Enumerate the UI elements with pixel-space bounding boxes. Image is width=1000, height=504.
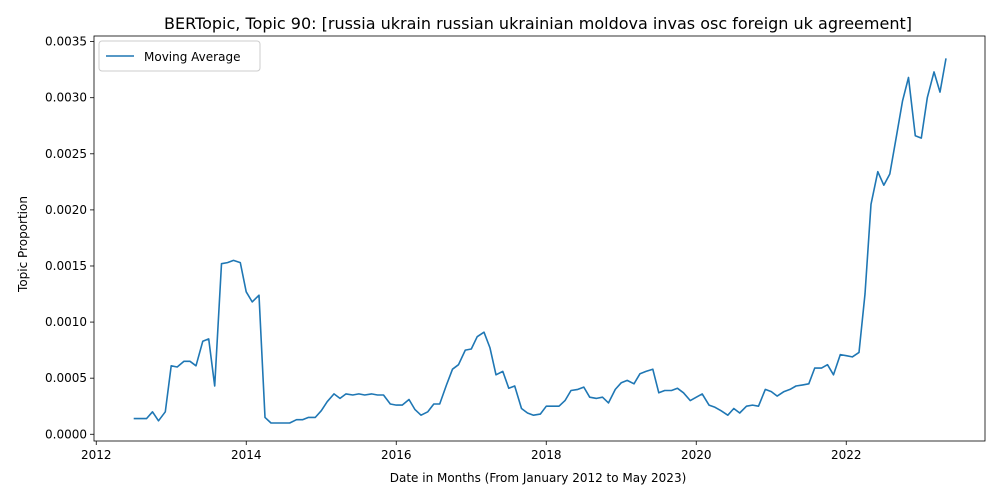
y-tick-label: 0.0010 [45, 315, 87, 329]
y-tick-label: 0.0005 [45, 371, 87, 385]
series-layer [133, 58, 947, 424]
y-tick-label: 0.0035 [45, 35, 87, 49]
y-axis: 0.0000 0.0005 0.0010 0.0015 0.0020 0.0025 0.00… [45, 35, 94, 441]
y-tick-label: 0.0015 [45, 259, 87, 273]
series-line-moving-average [133, 58, 947, 424]
x-tick-label: 2016 [381, 448, 412, 462]
legend-entry-label: Moving Average [144, 50, 240, 64]
x-tick-label: 2018 [531, 448, 562, 462]
x-tick-label: 2020 [681, 448, 712, 462]
y-tick-label: 0.0025 [45, 147, 87, 161]
legend: Moving Average [98, 40, 261, 72]
x-tick-label: 2014 [231, 448, 262, 462]
legend-frame [98, 40, 261, 72]
x-tick-label: 2022 [831, 448, 862, 462]
y-axis-label: Topic Proportion [16, 196, 30, 293]
y-tick-label: 0.0030 [45, 91, 87, 105]
x-tick-label: 2012 [81, 448, 112, 462]
plot-area-frame [93, 35, 986, 442]
y-tick-label: 0.0000 [45, 427, 87, 441]
y-tick-label: 0.0020 [45, 203, 87, 217]
x-axis-label: Date in Months (From January 2012 to May… [390, 471, 687, 485]
chart-title: BERTopic, Topic 90: [russia ukrain russi… [164, 14, 912, 33]
x-axis: 2012 2014 2016 2018 2020 2022 [81, 441, 862, 462]
